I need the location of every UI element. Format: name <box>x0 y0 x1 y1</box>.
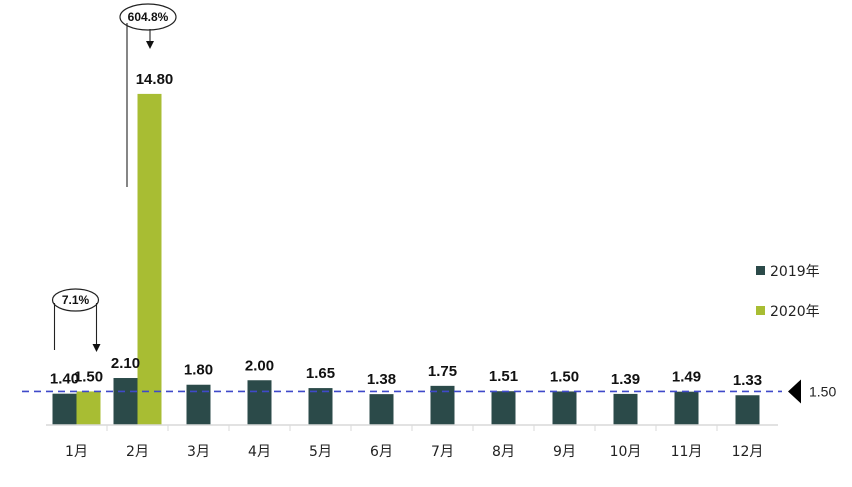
bar-2019-2 <box>113 378 138 425</box>
bar-label-2019-12: 1.33 <box>733 372 762 389</box>
bar-2019-7 <box>430 385 455 425</box>
bar-2020-2 <box>137 93 162 426</box>
bar-2019-5 <box>308 388 333 425</box>
x-tick-label-5: 5月 <box>309 444 332 460</box>
bar-2019-4 <box>247 380 272 425</box>
bar-label-2019-2: 2.10 <box>111 355 140 372</box>
legend-swatch-1 <box>756 266 765 275</box>
x-tick-label-4: 4月 <box>248 444 271 460</box>
bars-group <box>52 93 760 426</box>
reference-line-label: 1.50 <box>809 383 836 399</box>
callouts-group: 7.1% 604.8% <box>51 3 177 352</box>
x-tick-label-9: 9月 <box>553 444 576 460</box>
x-tick-label-6: 6月 <box>370 444 393 460</box>
reference-line-group: 1.50 <box>22 379 836 404</box>
x-tick-label-12: 12月 <box>732 444 764 460</box>
bar-label-2020-2: 14.80 <box>136 71 174 88</box>
bar-label-2019-1: 1.40 <box>50 371 79 388</box>
callout-bubble-jan <box>51 288 100 312</box>
bar-label-2019-4: 2.00 <box>245 357 274 374</box>
x-tick-label-1: 1月 <box>65 444 88 460</box>
legend: 2019年 2020年 <box>756 264 820 320</box>
bar-2020-1 <box>76 391 101 425</box>
bar-label-2019-6: 1.38 <box>367 371 396 388</box>
bar-2019-9 <box>552 391 577 425</box>
bar-label-2019-5: 1.65 <box>306 365 335 382</box>
x-tick-label-11: 11月 <box>671 444 703 460</box>
bar-label-2019-8: 1.51 <box>489 368 518 385</box>
bar-label-2019-10: 1.39 <box>611 371 640 388</box>
callout-text-jan: 7.1% <box>62 293 90 307</box>
reference-marker-triangle <box>788 379 801 404</box>
bar-label-2020-1: 1.50 <box>74 368 103 385</box>
legend-label-2: 2020年 <box>770 304 820 320</box>
x-tick-label-3: 3月 <box>187 444 210 460</box>
x-tick-label-10: 10月 <box>610 444 642 460</box>
legend-swatch-2 <box>756 306 765 315</box>
x-tick-label-7: 7月 <box>431 444 454 460</box>
bar-2019-6 <box>369 394 394 425</box>
bar-label-2019-9: 1.50 <box>550 368 579 385</box>
bar-2019-11 <box>674 391 699 425</box>
callout-bubble-feb <box>119 3 177 31</box>
bar-label-2019-3: 1.80 <box>184 362 213 379</box>
legend-label-1: 2019年 <box>770 264 820 280</box>
bar-2019-10 <box>613 393 638 425</box>
bar-label-2019-7: 1.75 <box>428 363 457 380</box>
x-tick-label-2: 2月 <box>126 444 149 460</box>
bar-2019-8 <box>491 391 516 425</box>
bar-2019-1 <box>52 393 77 425</box>
x-ticks-group: 1月 2月 3月 4月 5月 6月 7月 8月 9月 10月 11月 12月 <box>65 425 763 460</box>
callout-text-feb: 604.8% <box>128 10 169 24</box>
bar-2019-12 <box>735 395 760 425</box>
x-tick-label-8: 8月 <box>492 444 515 460</box>
bar-label-2019-11: 1.49 <box>672 369 701 386</box>
